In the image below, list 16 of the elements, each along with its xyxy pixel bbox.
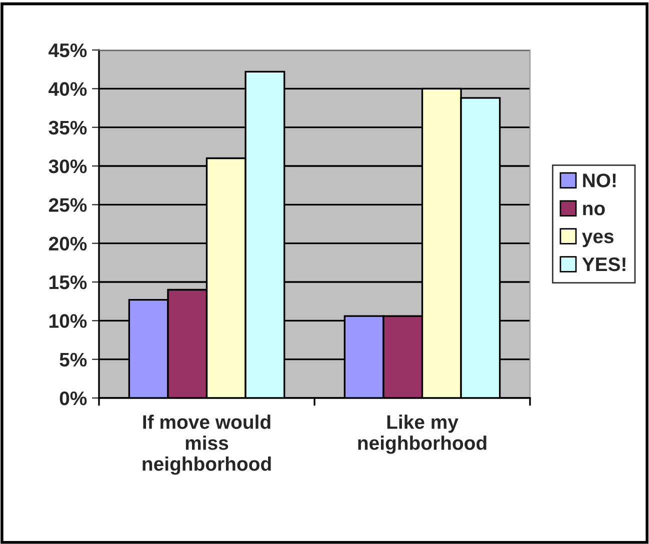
legend-label: no [583,204,605,216]
legend-label: YES! [582,257,626,272]
y-tick-label: 45% [48,44,87,58]
y-tick-label: 40% [48,82,87,96]
legend-label: NO! [583,174,616,188]
y-tick-label: 10% [50,314,87,328]
y-tick-label: 0% [60,391,87,406]
legend-label: yes [582,232,614,248]
y-tick-label: 35% [48,120,87,135]
x-tick-label: Like my neighborhood [358,414,486,454]
y-tick-label: 5% [60,352,87,367]
y-tick-label: 30% [48,159,87,174]
x-tick-label: If move would miss neighborhood [142,414,271,475]
y-tick-label: 15% [50,276,87,290]
y-tick-label: 20% [48,236,87,251]
y-tick-label: 25% [48,198,87,212]
